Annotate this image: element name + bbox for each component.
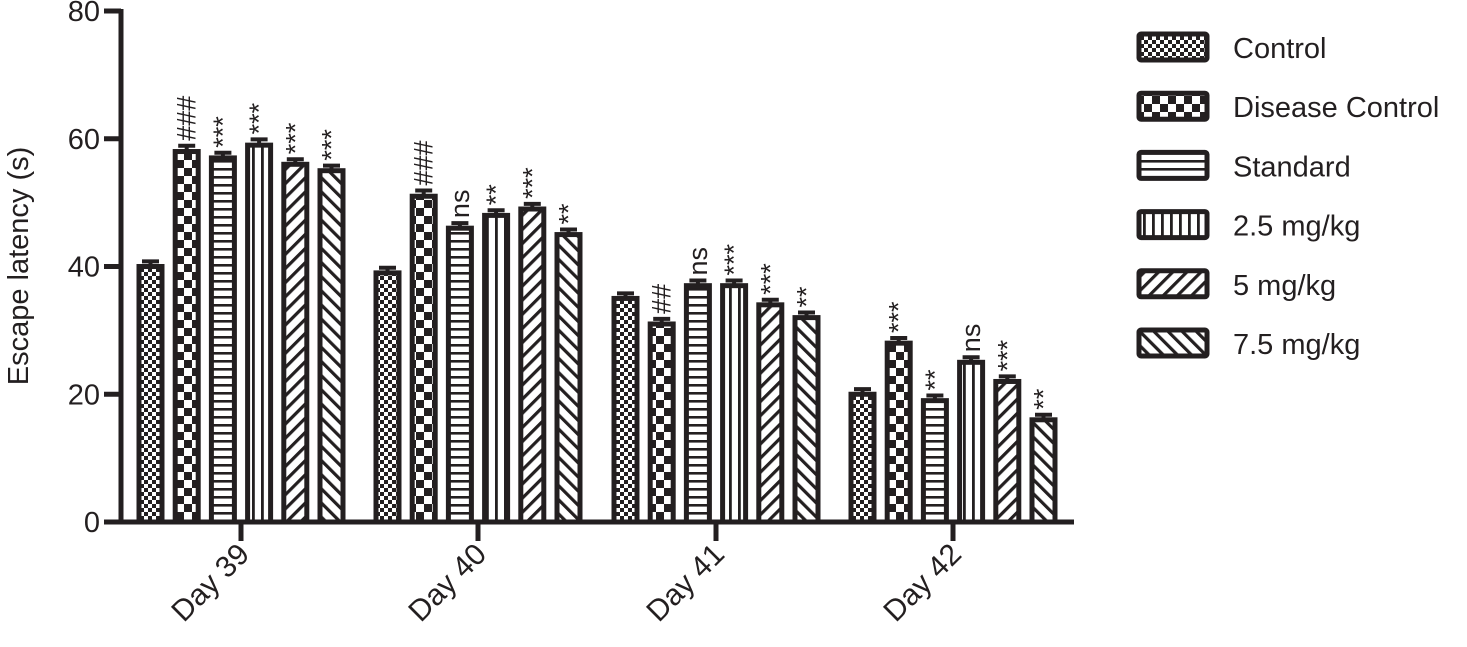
bar-7-5-mg-kg-day-42 [1029, 417, 1058, 525]
legend-swatch-control [1136, 31, 1210, 63]
x-tick-label-day-39: Day 39 [165, 538, 256, 629]
x-tick-label-day-41: Day 41 [640, 538, 731, 629]
bar-control-day-42 [848, 391, 877, 525]
significance-label: ** [554, 203, 584, 225]
significance-label: ### [409, 140, 439, 185]
significance-label: ### [172, 96, 202, 141]
significance-label: *** [755, 263, 785, 295]
bar-2-5-mg-kg-day-42 [957, 359, 986, 525]
bar-disease-control-day-39 [172, 149, 201, 525]
legend-swatch-2-5-mg-kg [1136, 209, 1210, 241]
legend-label-2-5-mg-kg: 2.5 mg/kg [1233, 211, 1360, 243]
legend-label-disease-control: Disease Control [1233, 92, 1439, 124]
bar-disease-control-day-40 [409, 193, 438, 525]
bar-2-5-mg-kg-day-39 [245, 142, 274, 525]
significance-label: ** [920, 369, 950, 391]
significance-label: *** [517, 167, 547, 199]
bar-2-5-mg-kg-day-41 [720, 283, 749, 525]
significance-label: *** [317, 129, 347, 161]
y-tick-label: 40 [68, 252, 100, 284]
significance-label: ns [445, 190, 475, 219]
significance-label: ns [956, 324, 986, 353]
bar-5-mg-kg-day-42 [993, 378, 1022, 525]
legend-label-7-5-mg-kg: 7.5 mg/kg [1233, 329, 1360, 361]
bar-5-mg-kg-day-40 [518, 206, 547, 525]
bar-standard-day-40 [445, 225, 474, 525]
bar-disease-control-day-42 [884, 340, 913, 525]
bar-7-5-mg-kg-day-40 [554, 232, 583, 525]
bar-disease-control-day-41 [647, 321, 676, 525]
bar-standard-day-39 [208, 155, 237, 525]
bar-2-5-mg-kg-day-40 [482, 212, 511, 525]
significance-label: ** [1029, 388, 1059, 410]
legend: Control Disease Control Standard 2.5 mg/kg 5… [1136, 31, 1439, 361]
significance-label: *** [208, 116, 238, 148]
significance-label: ## [647, 284, 677, 314]
x-axis-ticks: Day 39 Day 40 Day 41 Day 42 [165, 522, 968, 628]
bar-standard-day-42 [920, 398, 949, 525]
legend-swatch-disease-control [1136, 90, 1210, 122]
bar-control-day-41 [611, 295, 640, 525]
y-tick-label: 0 [84, 507, 100, 539]
significance-label: ** [792, 286, 822, 308]
legend-swatch-5-mg-kg [1136, 268, 1210, 300]
significance-label: *** [719, 244, 749, 276]
significance-label: ns [683, 247, 713, 276]
y-tick-label: 60 [68, 124, 100, 156]
x-tick-label-day-42: Day 42 [877, 538, 968, 629]
bar-7-5-mg-kg-day-41 [792, 315, 821, 525]
bar-series-group: ### *** ****** *** ###ns ** *****##ns *********… [136, 96, 1059, 525]
bar-5-mg-kg-day-39 [281, 161, 310, 525]
bar-control-day-39 [136, 264, 165, 525]
y-axis-title: Escape latency (s) [3, 147, 35, 386]
y-tick-label: 80 [68, 0, 100, 28]
y-tick-label: 20 [68, 379, 100, 411]
x-tick-label-day-40: Day 40 [402, 538, 493, 629]
significance-label: *** [280, 122, 310, 154]
bar-5-mg-kg-day-41 [756, 302, 785, 525]
bar-standard-day-41 [683, 283, 712, 525]
legend-label-control: Control [1233, 33, 1327, 65]
legend-label-standard: Standard [1233, 151, 1351, 183]
significance-label: *** [244, 102, 274, 134]
legend-swatch-7-5-mg-kg [1136, 327, 1210, 359]
significance-label: *** [992, 339, 1022, 371]
legend-label-5-mg-kg: 5 mg/kg [1233, 270, 1336, 302]
significance-label: ** [481, 184, 511, 206]
bar-control-day-40 [373, 270, 402, 525]
significance-label: *** [884, 301, 914, 333]
y-axis-ticks: 0 20 40 60 80 [68, 0, 121, 539]
bar-7-5-mg-kg-day-39 [317, 168, 346, 525]
legend-swatch-standard [1136, 149, 1210, 181]
